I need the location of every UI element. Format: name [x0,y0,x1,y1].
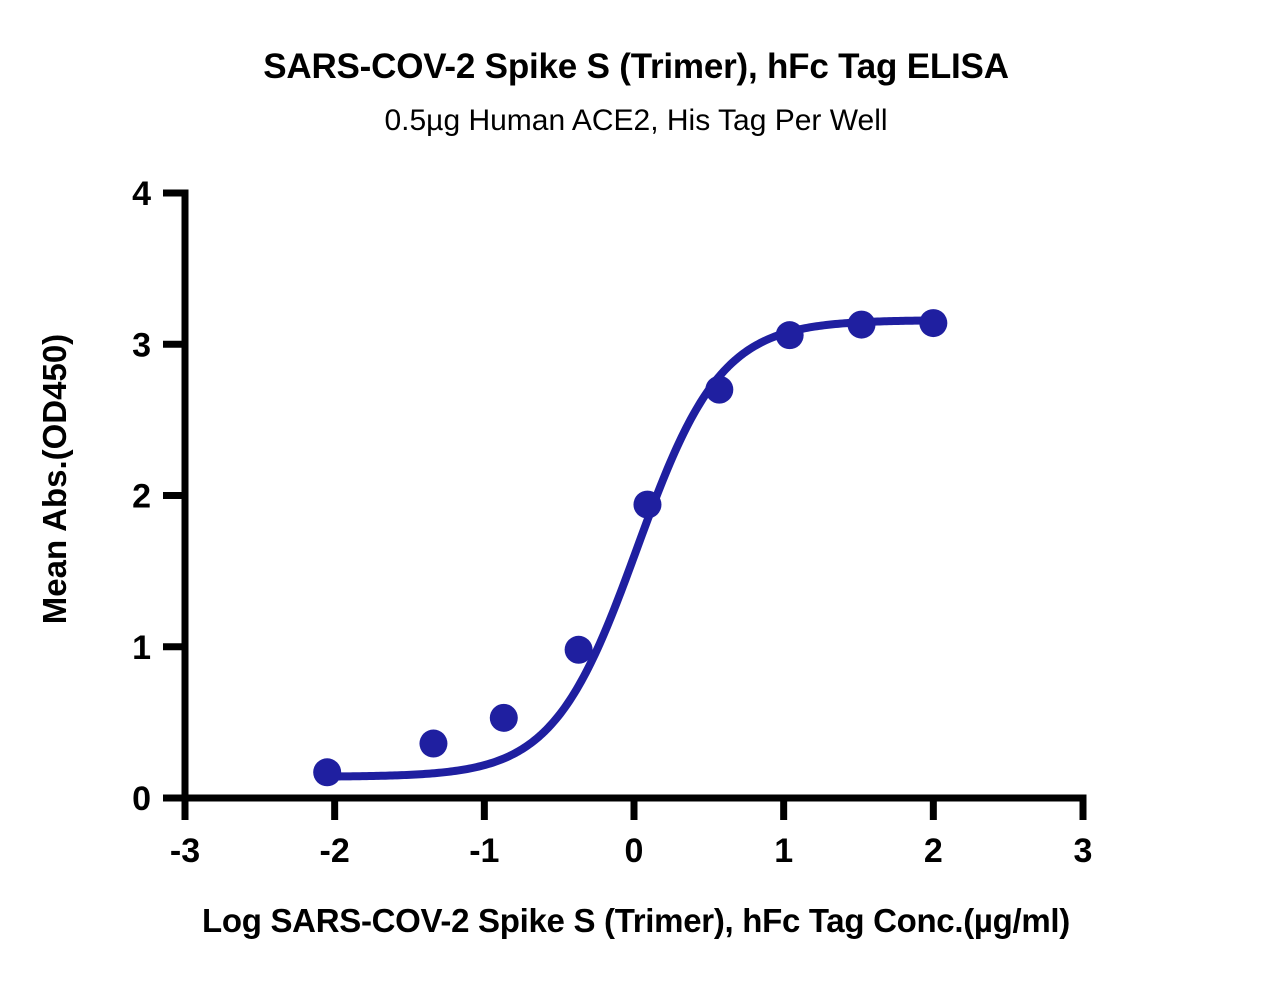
x-axis-ticks [181,798,1087,820]
y-axis-tick-labels: 0 1 2 3 4 [132,175,151,818]
data-point [775,321,804,350]
chart-subtitle: 0.5µg Human ACE2, His Tag Per Well [384,104,888,137]
chart-title: SARS-COV-2 Spike S (Trimer), hFc Tag ELI… [263,47,1009,86]
y-tick-label: 3 [132,326,151,364]
y-tick-label: 4 [132,175,151,213]
y-tick-label: 0 [132,780,151,818]
data-point [489,703,518,732]
data-point [313,758,342,787]
y-tick-label: 2 [132,478,151,516]
x-tick-label: -1 [469,832,499,870]
data-point [919,309,948,338]
x-tick-label: 0 [625,832,644,870]
x-tick-label: 2 [924,832,943,870]
y-axis-label: Mean Abs.(OD450) [36,333,73,625]
y-tick-label: 1 [132,629,151,667]
x-tick-label: -2 [320,832,350,870]
data-point [564,635,593,664]
x-axis-tick-labels: -3 -2 -1 0 1 2 3 [170,832,1093,870]
x-tick-label: 3 [1074,832,1093,870]
data-point [633,490,662,519]
sigmoid-fit-curve [323,316,938,781]
data-point [705,375,734,404]
x-tick-label: -3 [170,832,200,870]
data-point [419,729,448,758]
x-axis-label: Log SARS-COV-2 Spike S (Trimer), hFc Tag… [202,902,1070,939]
data-point [847,310,876,339]
y-axis-ticks [163,189,185,802]
x-tick-label: 1 [774,832,793,870]
data-point-markers [313,309,948,787]
